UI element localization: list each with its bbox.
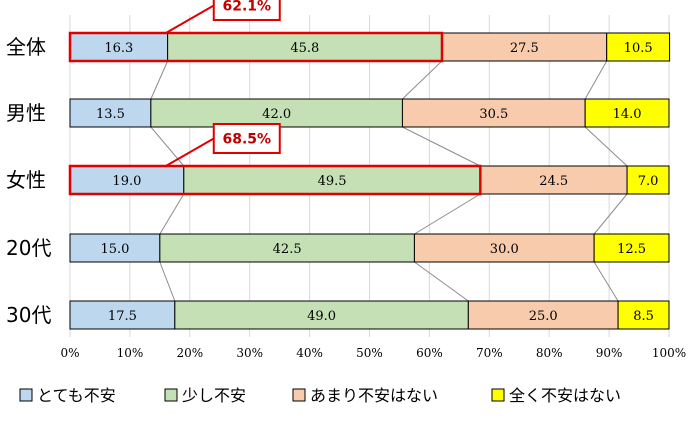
connector-line — [584, 60, 608, 100]
value-label: 12.5 — [617, 242, 646, 257]
bar-segment — [479, 165, 628, 195]
legend-swatch — [491, 388, 505, 402]
bar-segment — [69, 233, 161, 263]
legend-label: とても不安 — [37, 386, 116, 405]
legend-swatch — [164, 388, 178, 402]
x-tick-label: 50% — [356, 346, 383, 360]
bar-segment — [183, 165, 481, 195]
legend-label: 全く不安はない — [509, 386, 621, 405]
value-label: 15.0 — [100, 242, 129, 257]
bar-segment — [617, 300, 670, 330]
value-label: 16.3 — [104, 41, 133, 56]
value-label: 30.5 — [479, 107, 508, 122]
bars: 16.3 45.8 27.5 10.5 13.5 42.0 30.5 14.0 19.0 49.5… — [69, 32, 671, 330]
value-label: 14.0 — [613, 107, 642, 122]
x-tick-label: 0% — [60, 346, 79, 360]
connector-line — [150, 126, 185, 167]
x-tick-label: 90% — [596, 346, 623, 360]
callout-pointer — [165, 137, 215, 167]
value-label: 24.5 — [539, 174, 568, 189]
connector-line — [593, 261, 619, 302]
value-label: 25.0 — [529, 309, 558, 324]
connector-line — [402, 60, 443, 100]
x-axis-ticks: 0% 10% 20% 30% 40% 50% 60% 70% 80% 90% 100% — [60, 346, 686, 360]
value-label: 13.5 — [96, 107, 125, 122]
legend-swatch — [292, 388, 306, 402]
legend-label: 少し不安 — [182, 386, 246, 405]
x-tick-label: 40% — [296, 346, 323, 360]
value-label: 17.5 — [108, 309, 137, 324]
bar-segment — [593, 233, 670, 263]
value-label: 7.0 — [638, 174, 659, 189]
connector-line — [150, 60, 169, 100]
value-label: 10.5 — [624, 41, 653, 56]
value-label: 19.0 — [112, 174, 141, 189]
bar-segment — [401, 98, 586, 128]
value-label: 49.0 — [307, 309, 336, 324]
bar-segment — [467, 300, 619, 330]
bar-segment — [413, 233, 595, 263]
connector-line — [402, 126, 481, 167]
value-label: 8.5 — [633, 309, 654, 324]
x-tick-label: 60% — [416, 346, 443, 360]
category-label: 女性 — [6, 168, 46, 192]
highlight-frame — [68, 164, 482, 196]
category-label: 男性 — [6, 101, 46, 125]
value-label: 49.5 — [318, 174, 347, 189]
callout-label: 68.5% — [222, 132, 271, 148]
x-tick-label: 30% — [236, 346, 263, 360]
connector-line — [584, 126, 628, 167]
x-tick-label: 100% — [652, 346, 686, 360]
value-label: 27.5 — [510, 41, 539, 56]
highlight-frame — [68, 31, 444, 63]
x-tick-label: 80% — [536, 346, 563, 360]
connector-line — [414, 193, 481, 235]
bar-segment — [584, 98, 670, 128]
legend: とても不安 少し不安 あまり不安はない 全く不安はない — [19, 386, 621, 405]
x-tick-label: 20% — [176, 346, 203, 360]
bar-segment — [174, 300, 469, 330]
bar-segment — [150, 98, 403, 128]
connector-line — [593, 193, 628, 235]
value-label: 45.8 — [290, 41, 319, 56]
callout-label: 62.1% — [222, 0, 271, 15]
value-label: 42.0 — [262, 107, 291, 122]
bar-segment — [441, 32, 608, 62]
category-label: 20代 — [6, 236, 51, 260]
bar-segment — [626, 165, 670, 195]
series-connector-lines — [150, 60, 628, 302]
x-tick-label: 70% — [476, 346, 503, 360]
connector-line — [159, 193, 185, 235]
category-label: 30代 — [6, 303, 51, 327]
connector-line — [159, 261, 176, 302]
value-label: 42.5 — [273, 242, 302, 257]
callout-pointer — [165, 4, 215, 34]
connector-line — [414, 261, 469, 302]
bar-segment — [606, 32, 671, 62]
x-tick-label: 10% — [117, 346, 144, 360]
legend-label: あまり不安はない — [310, 386, 438, 405]
legend-swatch — [19, 388, 33, 402]
category-label: 全体 — [6, 35, 46, 59]
callouts: 62.1% 68.5% — [68, 0, 482, 196]
value-label: 30.0 — [490, 242, 519, 257]
